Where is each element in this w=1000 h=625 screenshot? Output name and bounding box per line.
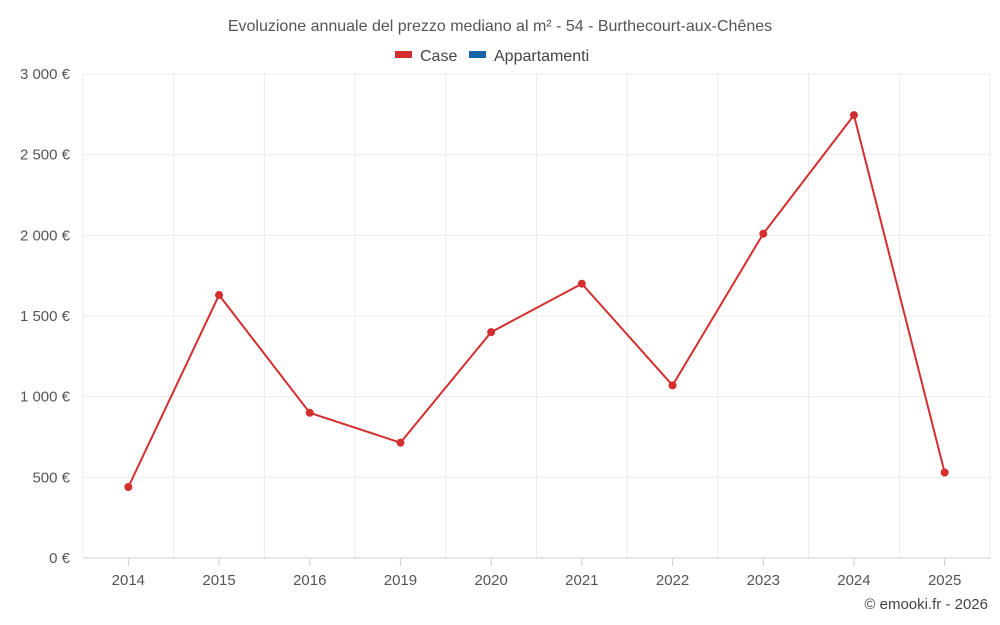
data-point-case[interactable] <box>940 468 949 477</box>
credit-text: © emooki.fr - 2026 <box>864 596 988 613</box>
data-point-case[interactable] <box>396 438 405 447</box>
x-tick-label: 2024 <box>837 572 870 589</box>
grid <box>82 73 991 559</box>
data-point-case[interactable] <box>487 328 496 337</box>
data-point-case[interactable] <box>849 111 858 120</box>
x-tick-label: 2015 <box>202 572 235 589</box>
x-tick-label: 2025 <box>928 572 961 589</box>
legend-swatch-case <box>395 51 412 58</box>
legend-label-case: Case <box>420 48 457 65</box>
x-tick-label: 2021 <box>565 572 598 589</box>
data-point-case[interactable] <box>124 483 133 492</box>
data-point-case[interactable] <box>759 229 768 238</box>
y-tick-label: 3 000 € <box>20 66 71 83</box>
y-tick-label: 1 000 € <box>20 389 71 406</box>
legend-swatch-appartamenti <box>469 51 486 58</box>
x-tick-label: 2022 <box>656 572 689 589</box>
data-point-case[interactable] <box>305 408 314 417</box>
y-tick-label: 2 000 € <box>20 227 71 244</box>
x-tick-label: 2020 <box>474 572 507 589</box>
x-tick-label: 2023 <box>747 572 780 589</box>
y-tick-label: 0 € <box>49 550 71 567</box>
data-point-case[interactable] <box>577 279 586 288</box>
data-point-case[interactable] <box>668 381 677 390</box>
x-tick-label: 2014 <box>112 572 145 589</box>
x-tick-label: 2019 <box>384 572 417 589</box>
legend: Case Appartamenti <box>395 48 589 65</box>
axes: 0 € 500 € 1 000 € 1 500 € 2 000 € 2 500 € 3 00… <box>20 66 990 589</box>
series-case <box>124 111 949 492</box>
legend-item-appartamenti[interactable]: Appartamenti <box>469 48 589 65</box>
legend-label-appartamenti: Appartamenti <box>494 48 589 65</box>
y-tick-label: 1 500 € <box>20 308 71 325</box>
data-point-case[interactable] <box>215 291 224 300</box>
x-tick-label: 2016 <box>293 572 326 589</box>
y-tick-label: 500 € <box>32 469 70 486</box>
legend-item-case[interactable]: Case <box>395 48 457 65</box>
series-line-case <box>127 114 946 488</box>
y-tick-label: 2 500 € <box>20 147 71 164</box>
chart-title: Evoluzione annuale del prezzo mediano al… <box>228 18 772 35</box>
